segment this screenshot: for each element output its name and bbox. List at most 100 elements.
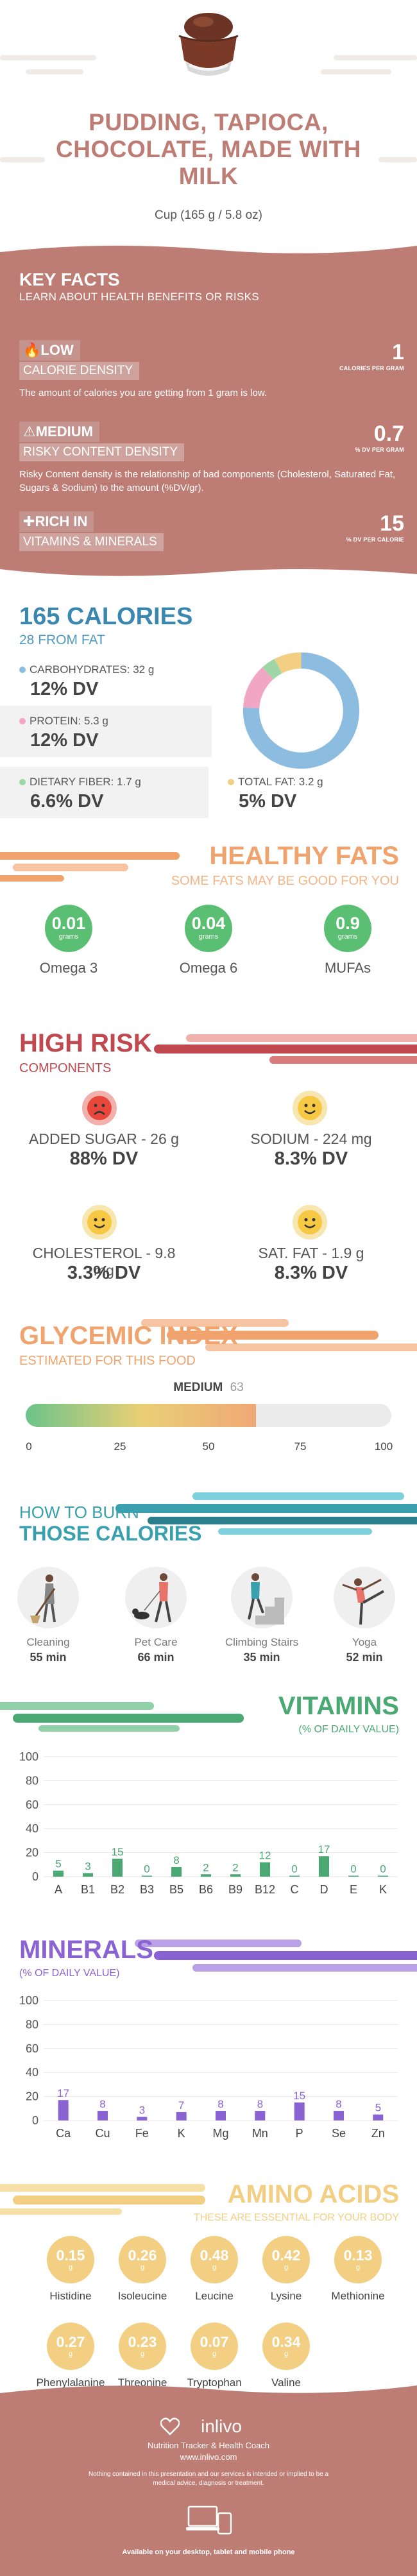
- x-tick-label: B9: [228, 1883, 243, 1896]
- y-tick-label: 0: [32, 2114, 38, 2127]
- x-tick-label: C: [291, 1883, 299, 1896]
- legend-dot: [19, 718, 26, 724]
- donut-slice-protein: [243, 667, 274, 709]
- amino-label: Lysine: [270, 2290, 302, 2302]
- fact-number: 15: [380, 511, 404, 536]
- y-tick-label: 100: [19, 1994, 38, 2007]
- calories-title: 165 CALORIES: [19, 603, 193, 630]
- amino-value: 0.34: [271, 2333, 301, 2350]
- fact-number: 1: [392, 340, 404, 364]
- bar-value-label: 2: [203, 1861, 208, 1873]
- footer-background: [0, 2385, 417, 2576]
- y-tick-label: 40: [26, 2066, 38, 2079]
- amino-circle-leucine: 0.48 g: [191, 2236, 238, 2283]
- amino-unit: g: [284, 2264, 289, 2271]
- decor-bar: [0, 157, 45, 162]
- legend-dot: [228, 779, 234, 785]
- dietary-fiber-row: DIETARY FIBER: 1.7 g 6.6% DV: [0, 767, 208, 818]
- bar-value-label: 15: [112, 1846, 124, 1858]
- bar-p: [294, 2102, 305, 2120]
- x-tick-label: B1: [81, 1883, 95, 1896]
- amino-unit: g: [68, 2350, 73, 2358]
- bar-c: [289, 1875, 300, 1877]
- vitamins-title: VITAMINS: [278, 1692, 399, 1720]
- glycemic-bar-fill: [26, 1404, 257, 1427]
- risky-content-level: ⚠MEDIUM: [19, 422, 99, 442]
- sat-fat-label: SAT. FAT - 1.9 g: [258, 1245, 364, 1261]
- bar-value-label: 17: [57, 2087, 69, 2099]
- donut-slice-dietary-fiber: [262, 658, 282, 680]
- key-facts-section: KEY FACTS LEARN ABOUT HEALTH BENEFITS OR…: [0, 241, 417, 581]
- amino-acids-section: AMINO ACIDS THESE ARE ESSENTIAL FOR YOUR…: [0, 2175, 417, 2406]
- x-tick-label: B12: [255, 1883, 275, 1896]
- minerals-subtitle: (% OF DAILY VALUE): [19, 1968, 120, 1979]
- macro-name: TOTAL FAT: 3.2 g: [238, 776, 323, 788]
- omega-6-label: Omega 6: [179, 960, 238, 976]
- fact-unit: CALORIES PER GRAM: [339, 365, 404, 371]
- glycemic-title: GLYCEMIC INDEX: [19, 1322, 238, 1350]
- calories-from-fat: 28 FROM FAT: [19, 633, 105, 647]
- fact-unit: % DV PER CALORIE: [346, 536, 404, 543]
- happy-face-icon: [293, 1205, 327, 1240]
- amino-value: 0.27: [56, 2333, 85, 2350]
- glycemic-decor: [141, 1319, 417, 1351]
- macro-label: DIETARY FIBER: 1.7 g: [19, 776, 141, 789]
- high-risk-section: HIGH RISK COMPONENTS ADDED SUGAR - 26 g …: [0, 1020, 417, 1290]
- x-tick-label: Ca: [56, 2127, 71, 2140]
- bar-k: [176, 2111, 187, 2120]
- high-risk-subtitle: COMPONENTS: [19, 1061, 112, 1075]
- bar-value-label: 7: [178, 2099, 184, 2111]
- vitamins-subtitle: (% OF DAILY VALUE): [298, 1724, 399, 1735]
- bar-value-label: 0: [350, 1863, 356, 1875]
- amino-label: Isoleucine: [117, 2290, 167, 2302]
- bar-value-label: 17: [318, 1843, 330, 1855]
- minerals-decor: [135, 1940, 417, 1972]
- bar-b9: [230, 1874, 241, 1877]
- amino-label: Leucine: [195, 2290, 234, 2302]
- burn-decor: [115, 1492, 417, 1535]
- bar-e: [348, 1875, 359, 1877]
- mufas-circle: 0.9 grams: [324, 905, 371, 952]
- high-risk-title: HIGH RISK: [19, 1029, 152, 1057]
- minerals-bar-chart: 0 20 40 60 80 100 17 Ca 8 Cu 3 Fe 7 K 8 Mg 8 Mn 15 P 8 Se 5 Zn: [19, 1994, 398, 2140]
- sodium-label: SODIUM - 224 mg: [250, 1130, 372, 1147]
- sad-face-icon: [82, 1091, 117, 1125]
- omega-3-circle: 0.01 grams: [45, 905, 92, 952]
- amino-circle-valine: 0.34 g: [262, 2323, 310, 2370]
- brand-url[interactable]: www.inlivo.com: [180, 2452, 237, 2462]
- brand-tagline: Nutrition Tracker & Health Coach: [147, 2441, 270, 2450]
- bar-value-label: 15: [293, 2090, 305, 2102]
- x-tick-label: Zn: [371, 2127, 385, 2140]
- macro-name: CARBOHYDRATES: 32 g: [30, 663, 155, 676]
- bar-value-label: 0: [144, 1863, 149, 1875]
- macro-label: PROTEIN: 5.3 g: [19, 715, 108, 728]
- amino-value: 0.23: [128, 2333, 157, 2350]
- x-tick-label: K: [379, 1883, 387, 1896]
- bar-zn: [373, 2114, 384, 2120]
- activity-label: Cleaning: [26, 1636, 70, 1648]
- serving-size: Cup (165 g / 5.8 oz): [155, 209, 262, 222]
- x-tick-label: B3: [140, 1883, 154, 1896]
- amino-label: Tryptophan: [187, 2376, 242, 2389]
- protein-row: PROTEIN: 5.3 g 12% DV: [0, 706, 212, 757]
- macro-name: DIETARY FIBER: 1.7 g: [30, 776, 141, 788]
- calorie-density-value: 1 CALORIES PER GRAM: [339, 340, 404, 371]
- bar-value-label: 2: [232, 1861, 238, 1873]
- total-fat-row: TOTAL FAT: 3.2 g 5% DV: [215, 767, 417, 818]
- healthy-fats-section: HEALTHY FATS SOME FATS MAY BE GOOD FOR Y…: [0, 834, 417, 1001]
- glycemic-tick: 100: [374, 1440, 393, 1453]
- fat-unit: grams: [58, 933, 79, 941]
- flame-icon: 🔥: [23, 342, 41, 358]
- fact-level-label: LOW: [40, 342, 74, 358]
- x-tick-label: Mn: [252, 2127, 268, 2140]
- amino-label: Phenylalanine: [36, 2376, 105, 2389]
- bar-value-label: 12: [259, 1850, 271, 1862]
- disclaimer: Nothing contained in this presentation a…: [88, 2471, 329, 2487]
- bar-k: [378, 1875, 388, 1877]
- macro-label: CARBOHYDRATES: 32 g: [19, 663, 154, 676]
- burn-title-line1: HOW TO BURN: [19, 1503, 139, 1522]
- key-facts-title: KEY FACTS: [19, 269, 120, 289]
- glycemic-level: MEDIUM 63: [0, 1381, 417, 1395]
- macro-dv: 12% DV: [30, 679, 99, 699]
- fat-unit: grams: [337, 933, 358, 941]
